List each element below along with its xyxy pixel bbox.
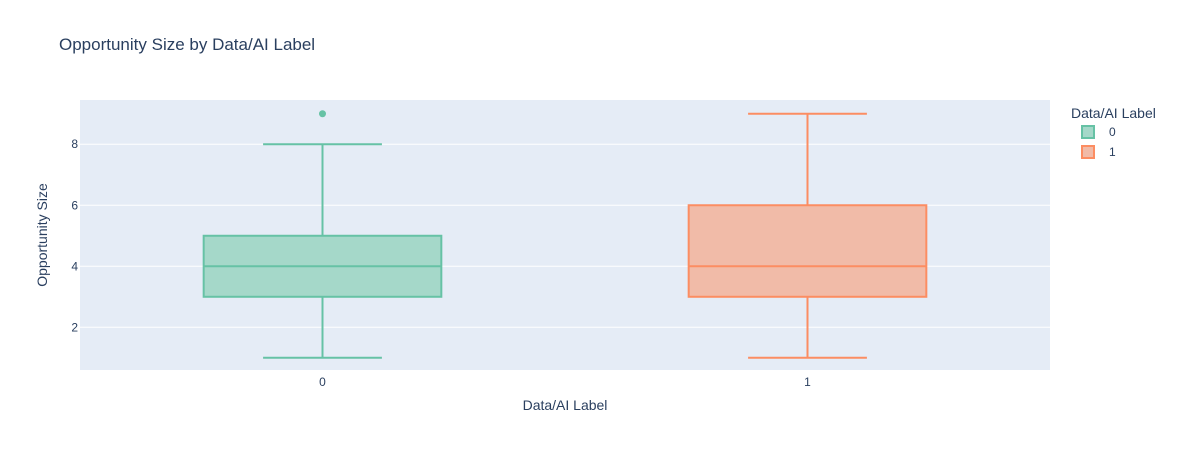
legend-swatch xyxy=(1081,145,1095,159)
y-tick-label: 2 xyxy=(71,320,78,334)
outlier-point xyxy=(319,110,326,118)
legend-item-0[interactable]: 0 xyxy=(1081,125,1116,139)
x-tick-label: 1 xyxy=(804,375,811,389)
y-tick-label: 6 xyxy=(71,198,78,212)
legend-title: Data/AI Label xyxy=(1071,105,1156,121)
y-tick-label: 4 xyxy=(71,259,78,273)
chart-title: Opportunity Size by Data/AI Label xyxy=(59,35,315,54)
x-axis-title: Data/AI Label xyxy=(523,397,608,413)
legend-label: 0 xyxy=(1109,125,1116,139)
box-series xyxy=(202,110,928,359)
legend-swatch xyxy=(1081,125,1095,139)
box-0[interactable] xyxy=(202,110,443,359)
iqr-box xyxy=(687,204,928,298)
y-tick-label: 8 xyxy=(71,137,78,151)
box-1[interactable] xyxy=(687,112,928,359)
y-axis-ticks: 2 4 6 8 xyxy=(71,137,78,334)
legend[interactable]: Data/AI Label 0 1 xyxy=(1071,105,1156,159)
x-tick-label: 0 xyxy=(319,375,326,389)
y-axis-title: Opportunity Size xyxy=(34,183,50,287)
legend-label: 1 xyxy=(1109,145,1116,159)
legend-item-1[interactable]: 1 xyxy=(1081,145,1116,159)
